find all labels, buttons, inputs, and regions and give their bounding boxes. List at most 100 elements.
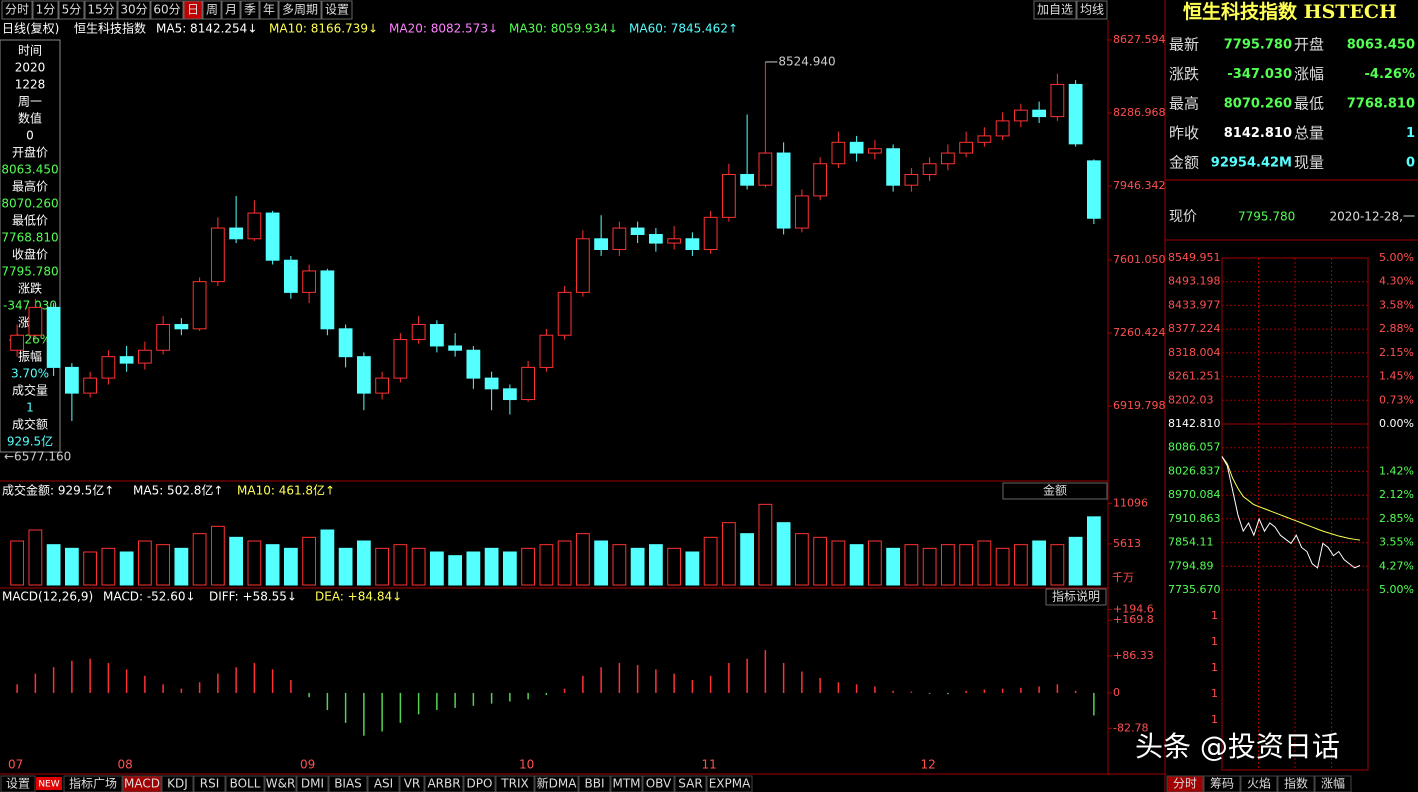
panel-tab-label[interactable]: 火焰 [1247,776,1271,791]
tab-label[interactable]: EXPMA [709,777,751,791]
tab[interactable] [0,775,36,792]
toolbar-label[interactable]: 季 [244,3,256,17]
tab[interactable] [578,775,611,792]
tab-label[interactable]: MTM [612,777,640,791]
tab-label[interactable]: 指标广场 [69,776,117,791]
volume-bar [685,551,700,586]
volume-bar [429,551,444,586]
info-label: 涨跌 [18,281,42,296]
toolbar-label[interactable]: 60分 [153,3,180,17]
button[interactable] [1045,588,1107,606]
panel-tab[interactable] [1314,775,1352,792]
x-tick-label: 08 [118,758,133,772]
panel-tab-label[interactable]: 涨幅 [1321,776,1345,791]
toolbar-button[interactable] [221,0,241,20]
toolbar-label[interactable]: 月 [225,3,237,17]
tab-label[interactable]: MACD [124,777,160,791]
toolbar-button[interactable] [278,0,322,20]
toolbar-button[interactable] [84,0,118,20]
volume-bar [411,547,426,586]
candle-body [192,281,207,330]
toolbar-label[interactable]: 30分 [120,3,147,17]
tab[interactable] [642,775,675,792]
tab[interactable] [193,775,226,792]
tab-label[interactable]: ARBR [427,777,460,791]
tab-label[interactable]: ASI [374,777,393,791]
toolbar-button[interactable] [259,0,279,20]
tab[interactable] [534,775,579,792]
toolbar-button[interactable] [150,0,184,20]
toolbar-button[interactable] [202,0,222,20]
tab[interactable] [225,775,265,792]
legend-item: DIFF: +58.55↓ [209,590,297,604]
toolbar-label[interactable]: 15分 [87,3,114,17]
tab-label[interactable]: BBI [584,777,604,791]
quote-value: 8070.260 [1224,97,1292,112]
toolbar-button[interactable] [1076,0,1108,20]
toolbar-label[interactable]: 日 [187,3,199,17]
tab-label[interactable]: SAR [678,777,702,791]
panel-tab-label[interactable]: 指数 [1284,776,1308,791]
tab[interactable] [399,775,425,792]
toolbar-button[interactable] [58,0,85,20]
panel-tab-label[interactable]: 筹码 [1210,777,1234,791]
pct-label: 1.45% [1379,370,1414,383]
toolbar-button[interactable] [117,0,151,20]
tab-label[interactable]: OBV [646,777,672,791]
dropdown-label[interactable]: 金额 [1043,483,1067,498]
tab[interactable] [463,775,496,792]
toolbar-button[interactable] [32,0,59,20]
toolbar-label[interactable]: 加自选 [1037,3,1073,17]
y-tick-label: -82.78 [1113,721,1148,734]
tab[interactable] [122,775,162,792]
tab-label[interactable]: KDJ [167,777,188,791]
tab-label[interactable]: 新DMA [537,776,578,791]
toolbar-button[interactable] [1033,0,1077,20]
panel-tab[interactable] [1203,775,1241,792]
y-tick-label: 8970.084 [1168,488,1221,501]
tab-label[interactable]: TRIX [500,777,528,791]
tab[interactable] [610,775,643,792]
legend-item: 恒生科技指数 [74,21,146,36]
toolbar-button[interactable] [183,0,203,20]
tab-label[interactable]: RSI [200,777,220,791]
toolbar-label[interactable]: 5分 [62,3,82,17]
tab[interactable] [424,775,464,792]
dropdown[interactable] [1002,482,1108,500]
toolbar-label[interactable]: 年 [263,3,275,17]
panel-tab[interactable] [1277,775,1315,792]
tab-label[interactable]: BOLL [230,777,261,791]
panel-tab[interactable] [1166,775,1204,792]
panel-tab-label[interactable]: 分时 [1173,777,1197,791]
tab[interactable] [264,775,297,792]
toolbar-button[interactable] [1,0,33,20]
tab[interactable] [161,775,194,792]
toolbar-label[interactable]: 多周期 [282,3,318,17]
tab[interactable] [674,775,707,792]
volume-bar [758,503,773,586]
tab[interactable] [63,775,123,792]
y-tick-label: 8202.03 [1168,393,1214,406]
tab-label[interactable]: DMI [301,777,324,791]
tab[interactable] [706,775,753,792]
tab-label[interactable]: 设置 [6,777,30,791]
tab[interactable] [367,775,400,792]
tab[interactable] [296,775,329,792]
tab-label[interactable]: DPO [467,777,493,791]
toolbar-button[interactable] [240,0,260,20]
tab-label[interactable]: BIAS [334,777,362,791]
toolbar-label[interactable]: 周 [206,3,218,17]
tab-label[interactable]: VR [404,777,421,791]
y-tick-label: 6919.798 [1113,399,1166,412]
toolbar-label[interactable]: 分时 [5,3,29,17]
button-label[interactable]: 指标说明 [1052,589,1100,604]
toolbar-label[interactable]: 均线 [1080,3,1104,17]
panel-tab[interactable] [1240,775,1278,792]
tab[interactable] [495,775,535,792]
tab-label[interactable]: W&R [266,777,296,791]
tab[interactable] [328,775,368,792]
toolbar-label[interactable]: 设置 [325,3,349,17]
toolbar-label[interactable]: 1分 [36,3,56,17]
toolbar-button[interactable] [321,0,353,20]
